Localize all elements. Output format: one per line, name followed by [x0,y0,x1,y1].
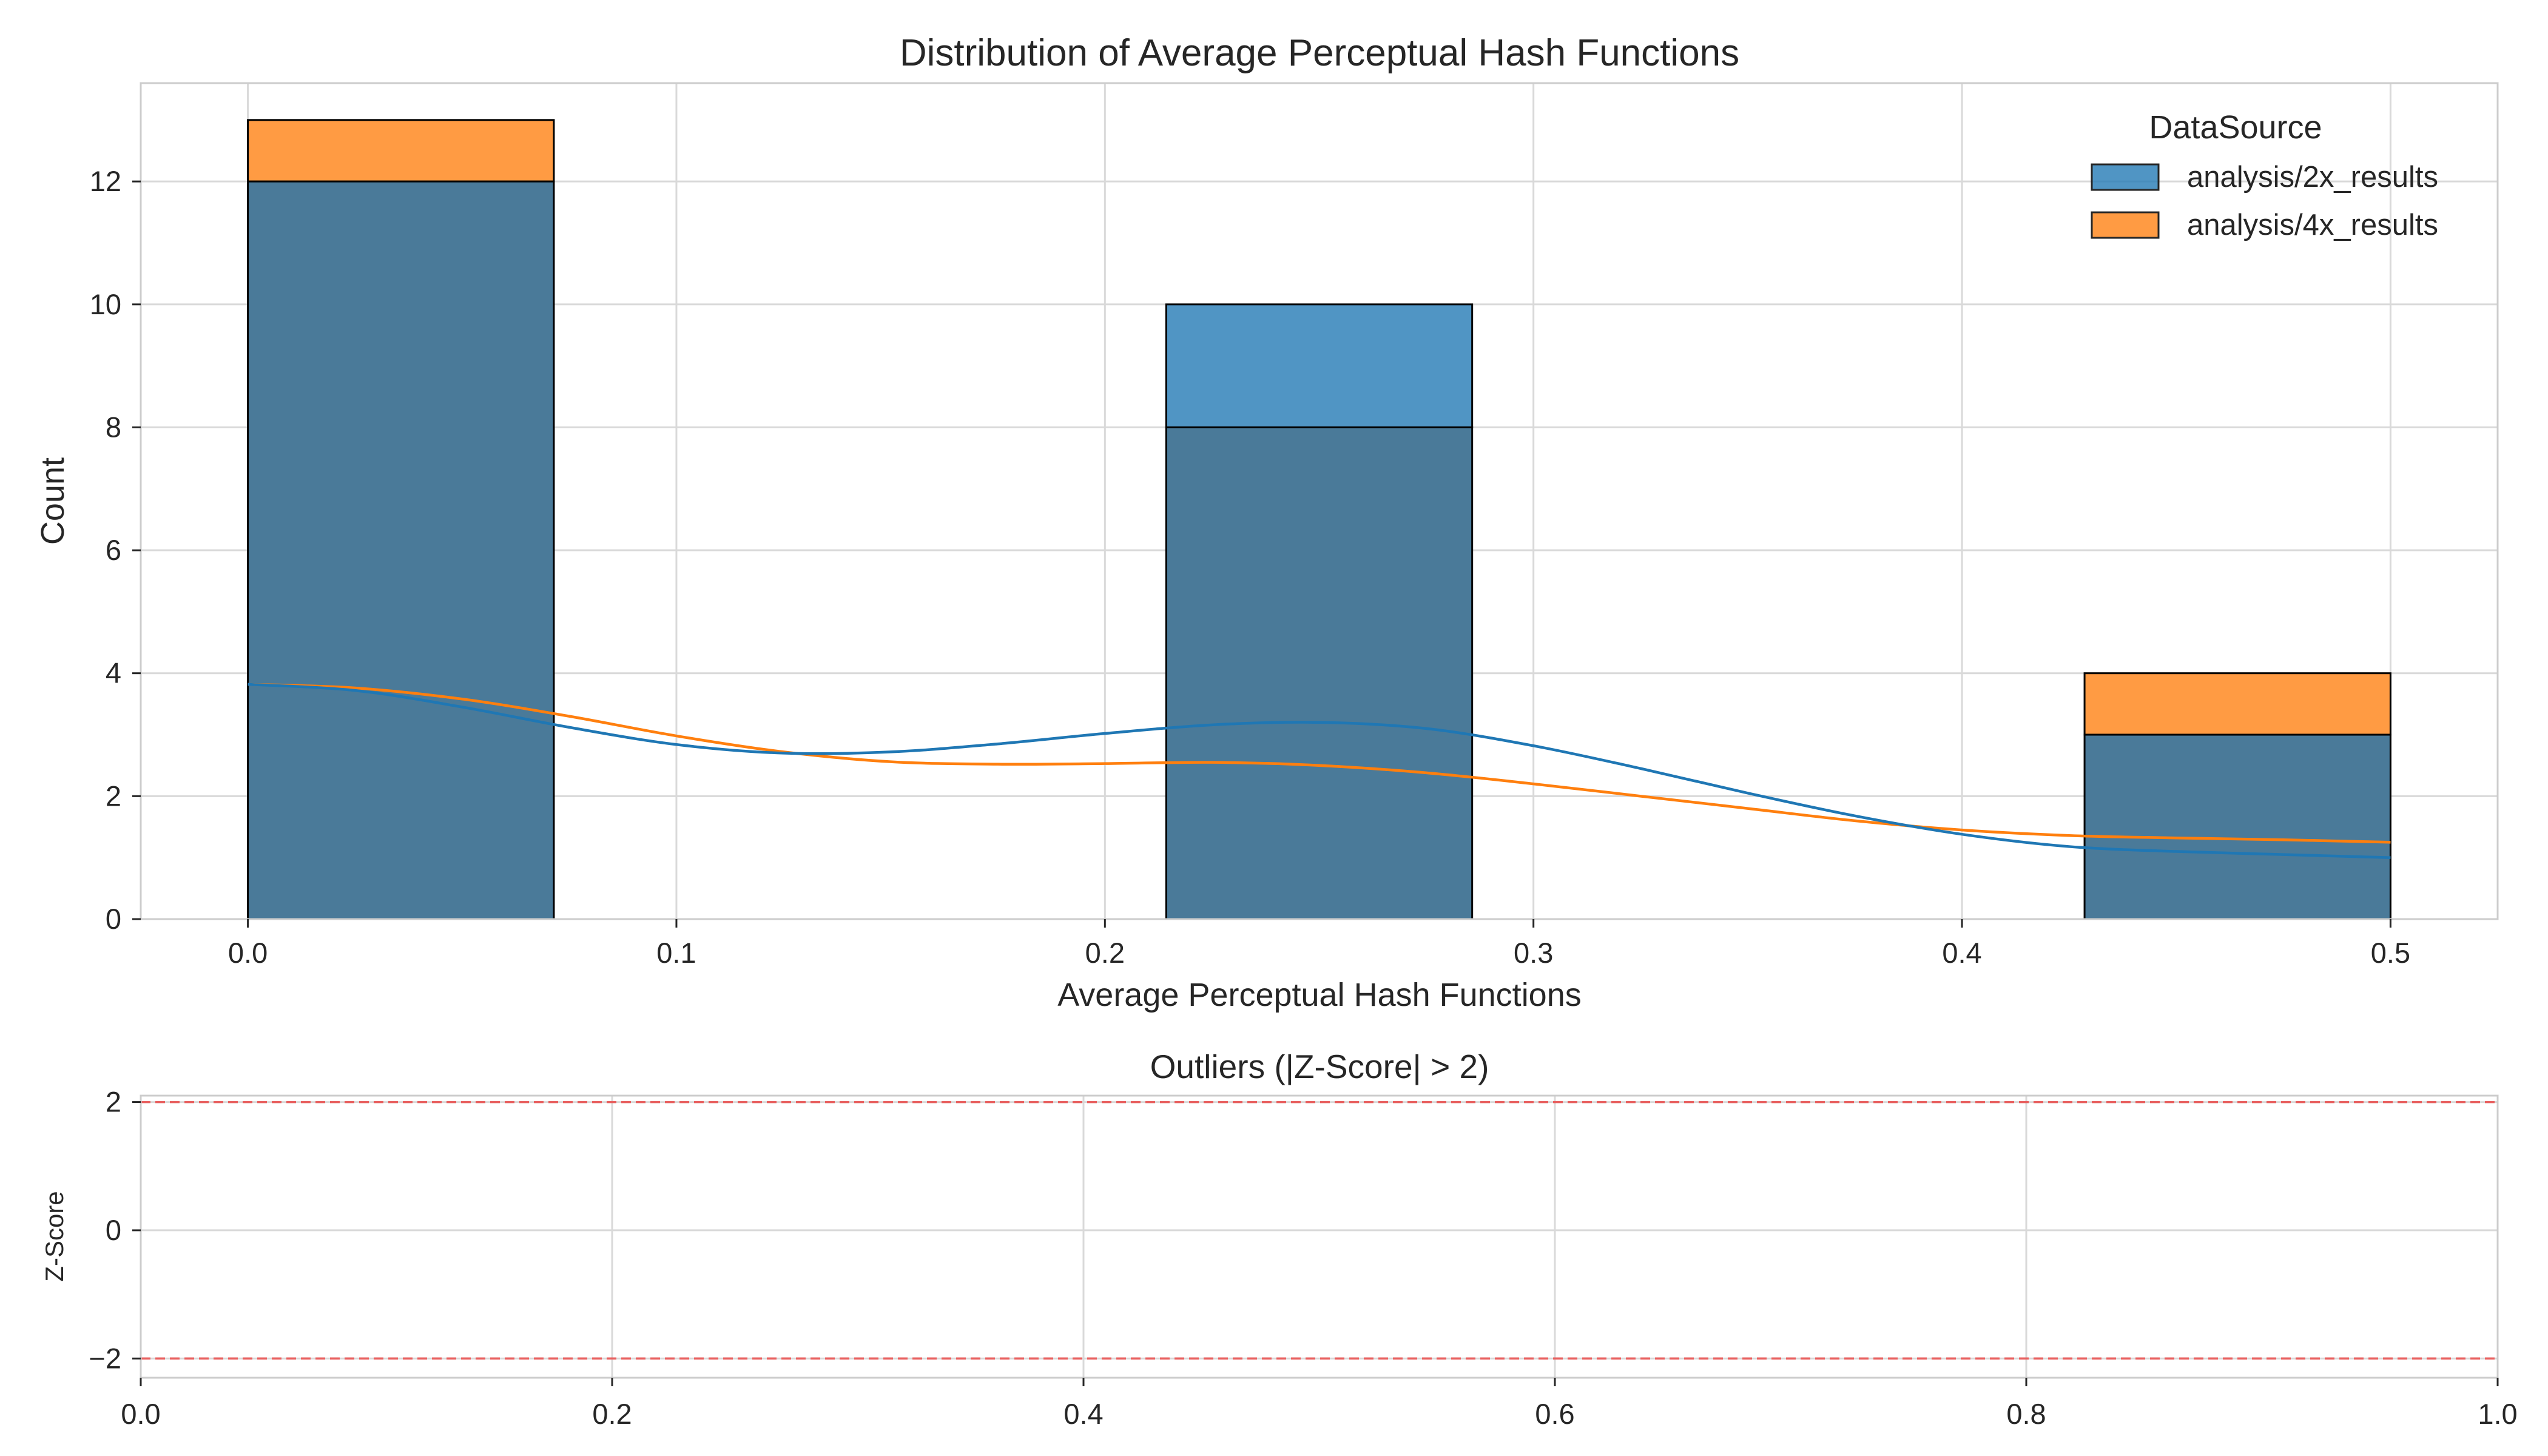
histogram-bar-top [2083,672,2391,736]
histogram-y-tick-label: 10 [90,288,121,320]
legend-title: DataSource [2149,109,2322,146]
histogram-x-tick-label: 0.0 [228,937,268,969]
outlier-title: Outliers (|Z-Score| > 2) [1150,1048,1489,1085]
histogram-y-tick-label: 4 [106,657,121,689]
histogram-y-ticks: 0 2 4 6 8 10 12 [90,165,141,935]
histogram-panel: 0.0 0.1 0.2 0.3 0.4 0.5 0 2 4 6 8 10 12 Distributio… [35,32,2499,1013]
legend: DataSource analysis/2x_results analysis/… [2091,109,2438,241]
histogram-y-tick-label: 0 [106,903,121,935]
histogram-bars [247,119,2391,920]
histogram-x-tick-label: 0.3 [1514,937,1553,969]
histogram-x-tick-label: 0.5 [2371,937,2410,969]
histogram-y-tick-label: 12 [90,165,121,197]
histogram-x-tick-label: 0.1 [656,937,696,969]
outlier-x-tick-label: 1.0 [2478,1398,2517,1430]
histogram-bar-top [1165,303,1474,428]
outlier-y-tick-label: −2 [89,1342,121,1374]
legend-swatch-2x [2091,163,2160,191]
histogram-bar-overlap [247,180,555,920]
outlier-y-axis-label: Z-Score [40,1191,69,1281]
outlier-x-tick-label: 0.2 [592,1398,632,1430]
histogram-x-axis-label: Average Perceptual Hash Functions [1057,977,1582,1013]
histogram-bar-top [247,119,555,183]
outlier-y-tick-label: 0 [106,1214,121,1246]
histogram-bar-overlap [2083,733,2391,920]
outlier-x-tick-label: 0.4 [1063,1398,1103,1430]
kde-curves [248,682,2391,859]
legend-label-2x: analysis/2x_results [2187,161,2438,194]
histogram-title: Distribution of Average Perceptual Hash … [900,32,1739,74]
histogram-y-tick-label: 2 [106,780,121,812]
outlier-x-tick-label: 0.8 [2006,1398,2046,1430]
legend-swatch-4x [2091,211,2160,239]
histogram-x-ticks: 0.0 0.1 0.2 0.3 0.4 0.5 [228,919,2410,969]
outlier-y-tick-label: 2 [106,1086,121,1118]
outlier-panel: 0.0 0.2 0.4 0.6 0.8 1.0 2 0 −2 Outliers (|Z-Sco… [40,1048,2518,1430]
kde-curve [248,682,2391,859]
outlier-x-ticks: 0.0 0.2 0.4 0.6 0.8 1.0 [121,1378,2518,1430]
kde-curve [248,682,2391,844]
histogram-y-axis-label: Count [35,457,71,545]
outlier-x-tick-label: 0.6 [1535,1398,1574,1430]
legend-label-4x: analysis/4x_results [2187,209,2438,241]
histogram-x-tick-label: 0.2 [1085,937,1125,969]
outlier-x-tick-label: 0.0 [121,1398,160,1430]
outlier-axes-frame [140,1094,2499,1379]
histogram-y-tick-label: 8 [106,411,121,443]
outlier-y-ticks: 2 0 −2 [89,1086,141,1374]
histogram-axes-frame [140,82,2499,920]
histogram-y-tick-label: 6 [106,534,121,566]
histogram-x-tick-label: 0.4 [1942,937,1981,969]
histogram-bar-overlap [1165,426,1474,920]
